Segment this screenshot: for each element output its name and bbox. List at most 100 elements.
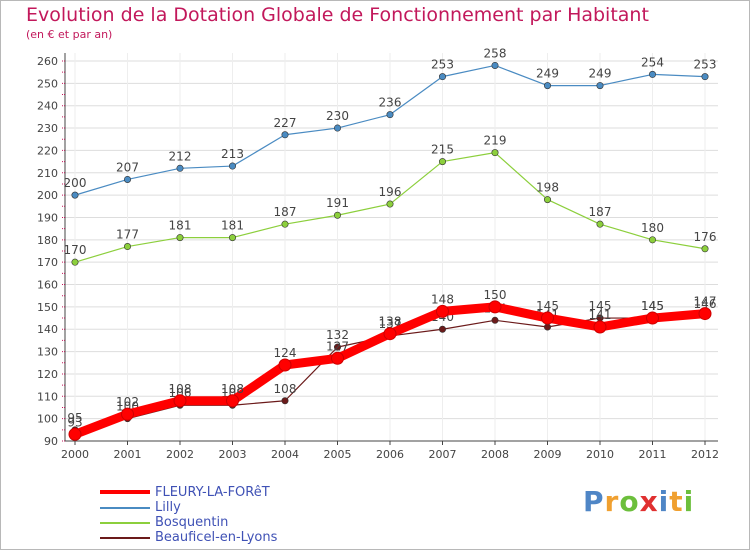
x-tick-label: 2008	[481, 448, 509, 461]
data-label-3: 132	[326, 328, 349, 342]
chart-title: Evolution de la Dotation Globale de Fonc…	[26, 4, 649, 26]
data-label-2: 170	[64, 243, 87, 257]
legend-swatch-lilly	[100, 507, 150, 509]
data-label-0: 148	[431, 292, 454, 306]
y-tick-label: 90	[44, 435, 58, 448]
data-label-1: 253	[694, 58, 717, 72]
logo-letter: t	[669, 485, 684, 518]
legend-item-bosquentin[interactable]: Bosquentin	[100, 515, 360, 530]
chart-subtitle: (en € et par an)	[26, 28, 113, 41]
data-label-3: 145	[589, 299, 612, 313]
logo-letter: x	[639, 485, 659, 518]
data-label-2: 196	[379, 185, 402, 199]
x-tick-label: 2002	[166, 448, 194, 461]
logo-letter: P	[583, 485, 605, 518]
data-label-2: 176	[694, 230, 717, 244]
data-point-3	[543, 323, 551, 331]
data-point-3	[491, 316, 499, 324]
data-label-0: 127	[326, 339, 349, 353]
y-tick-label: 260	[37, 55, 58, 68]
x-tick-label: 2009	[534, 448, 562, 461]
data-point-2	[176, 234, 184, 242]
data-point-0	[646, 311, 659, 325]
data-label-2: 219	[484, 134, 507, 148]
data-label-2: 180	[641, 221, 664, 235]
data-label-0: 102	[116, 395, 139, 409]
legend-swatch-beauficel	[100, 537, 150, 539]
data-label-2: 191	[326, 196, 349, 210]
data-label-3: 146	[694, 297, 717, 311]
data-label-2: 198	[536, 181, 559, 195]
legend-swatch-bosquentin	[100, 522, 150, 524]
data-label-1: 213	[221, 147, 244, 161]
data-point-0	[488, 300, 502, 314]
data-point-1	[124, 175, 132, 183]
legend-label: FLEURY-LA-FORêT	[155, 485, 270, 500]
y-tick-label: 250	[37, 77, 58, 90]
data-point-0	[121, 407, 134, 421]
data-label-1: 230	[326, 109, 349, 123]
data-label-1: 249	[589, 67, 612, 81]
data-point-1	[596, 82, 604, 90]
data-point-0	[331, 351, 344, 365]
data-point-0	[68, 427, 82, 441]
data-point-0	[541, 311, 554, 325]
x-tick-label: 2007	[429, 448, 457, 461]
logo-letter: i	[658, 485, 670, 518]
legend-item-lilly[interactable]: Lilly	[100, 500, 360, 515]
data-point-1	[386, 111, 394, 119]
x-tick-label: 2005	[324, 448, 352, 461]
x-tick-label: 2010	[586, 448, 614, 461]
plot-area	[65, 53, 718, 441]
data-point-1	[648, 70, 656, 78]
data-point-0	[173, 394, 187, 408]
legend-label: Beauficel-en-Lyons	[155, 530, 278, 545]
data-point-0	[436, 304, 449, 318]
data-label-2: 181	[221, 219, 244, 233]
data-label-3: 145	[641, 299, 664, 313]
data-point-3	[438, 325, 446, 333]
data-label-0: 145	[536, 299, 559, 313]
x-tick-label: 2012	[691, 448, 719, 461]
chart-legend: FLEURY-LA-FORêT Lilly Bosquentin Beaufic…	[100, 485, 360, 545]
y-tick-label: 170	[37, 256, 58, 269]
logo-letter: o	[619, 485, 640, 518]
data-label-0: 147	[694, 295, 717, 309]
data-point-0	[383, 327, 397, 341]
data-label-0: 93	[67, 415, 82, 429]
data-label-2: 181	[169, 219, 192, 233]
data-point-2	[281, 220, 289, 228]
legend-label: Lilly	[155, 500, 181, 515]
data-label-2: 187	[274, 205, 297, 219]
legend-item-beauficel[interactable]: Beauficel-en-Lyons	[100, 530, 360, 545]
data-point-2	[701, 245, 709, 253]
data-point-1	[438, 73, 446, 81]
data-point-2	[491, 149, 499, 157]
x-tick-label: 2006	[376, 448, 404, 461]
data-point-2	[648, 236, 656, 244]
data-point-1	[176, 164, 184, 172]
data-point-1	[543, 82, 551, 90]
data-point-2	[229, 234, 237, 242]
data-label-2: 177	[116, 228, 139, 242]
data-label-3: 95	[67, 411, 82, 425]
x-tick-label: 2011	[639, 448, 667, 461]
x-tick-label: 2003	[219, 448, 247, 461]
y-tick-label: 120	[37, 368, 58, 381]
data-point-0	[698, 307, 712, 321]
x-tick-label: 2004	[271, 448, 299, 461]
data-point-1	[491, 61, 499, 69]
legend-item-fleury[interactable]: FLEURY-LA-FORêT	[100, 485, 360, 500]
data-point-0	[278, 358, 292, 372]
y-tick-label: 240	[37, 100, 58, 113]
y-tick-label: 110	[37, 390, 58, 403]
data-point-3	[281, 397, 289, 405]
data-point-2	[438, 158, 446, 166]
data-label-2: 187	[589, 205, 612, 219]
data-label-1: 249	[536, 67, 559, 81]
y-tick-label: 160	[37, 279, 58, 292]
data-point-2	[71, 258, 79, 266]
data-label-1: 253	[431, 58, 454, 72]
data-point-1	[71, 191, 79, 199]
